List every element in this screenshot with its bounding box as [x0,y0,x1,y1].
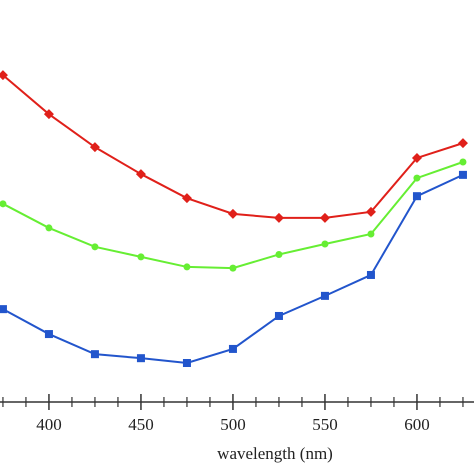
x-axis-title: wavelength (nm) [217,444,333,463]
data-point [136,354,145,363]
data-point [135,169,146,180]
x-tick-label: 450 [128,415,154,434]
data-point [0,305,7,314]
data-point [0,70,8,81]
data-point [273,212,284,223]
data-point [458,170,467,179]
data-point [44,330,53,339]
data-point [91,243,99,251]
x-tick-label: 400 [36,415,62,434]
data-point [412,192,421,201]
data-point [181,193,192,204]
data-point [367,230,375,238]
series-line [2,74,464,219]
data-point [183,263,191,271]
data-point [43,109,54,120]
data-point [321,240,329,248]
x-tick-label: 550 [312,415,338,434]
x-tick-label: 600 [404,415,430,434]
data-point [228,344,237,353]
data-point [366,270,375,279]
data-point [137,253,145,261]
data-point [0,200,7,208]
data-point [182,359,191,368]
data-point [227,208,238,219]
data-point [275,250,283,258]
data-point [90,350,99,359]
data-point [320,291,329,300]
data-point [457,138,468,149]
data-point [319,212,330,223]
data-point [229,264,237,272]
data-point [459,158,467,166]
data-point [274,311,283,320]
data-point [365,206,376,217]
x-tick-label: 500 [220,415,246,434]
data-point [89,142,100,153]
data-point [411,152,422,163]
data-point [45,224,53,232]
data-point [413,174,421,182]
